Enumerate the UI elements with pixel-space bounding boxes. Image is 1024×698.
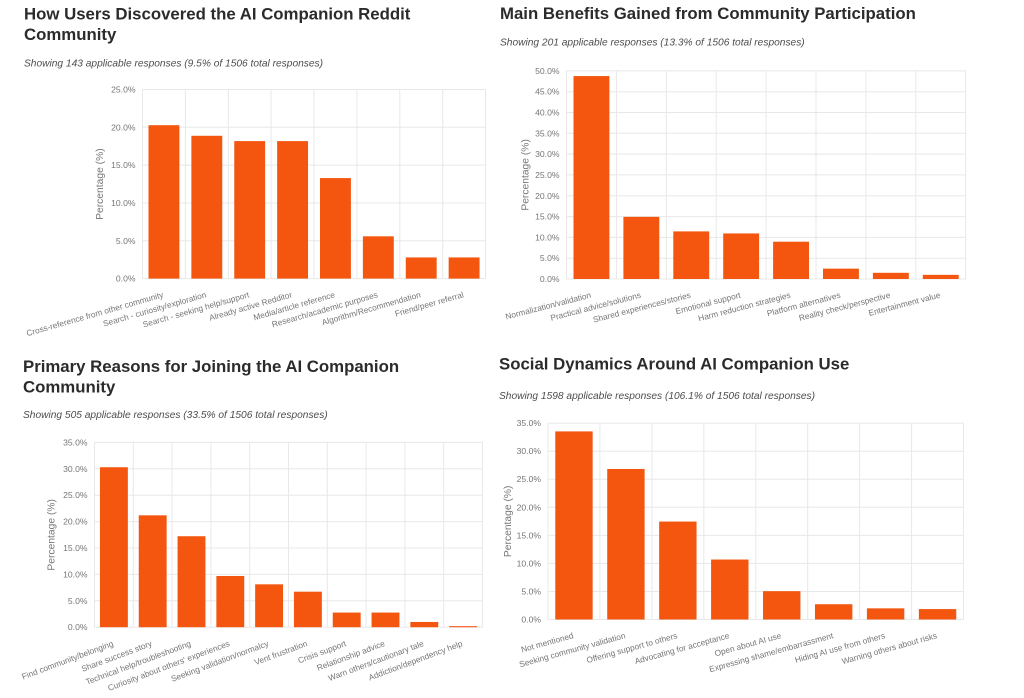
svg-text:0.0%: 0.0%	[540, 274, 560, 284]
svg-text:Social Dynamics Around AI Comp: Social Dynamics Around AI Companion Use	[499, 355, 849, 374]
svg-text:Percentage (%): Percentage (%)	[95, 148, 106, 220]
svg-text:20.0%: 20.0%	[517, 502, 542, 512]
svg-text:Percentage (%): Percentage (%)	[503, 486, 514, 558]
svg-text:10.0%: 10.0%	[517, 558, 542, 568]
svg-text:5.0%: 5.0%	[116, 236, 136, 246]
svg-text:20.0%: 20.0%	[535, 191, 560, 201]
svg-text:35.0%: 35.0%	[63, 437, 88, 447]
svg-text:10.0%: 10.0%	[111, 198, 136, 208]
svg-text:5.0%: 5.0%	[68, 596, 88, 606]
svg-text:Showing 201 applicable respons: Showing 201 applicable responses (13.3% …	[500, 37, 805, 48]
svg-text:Showing 505 applicable respons: Showing 505 applicable responses (33.5% …	[23, 410, 328, 421]
svg-text:15.0%: 15.0%	[517, 530, 542, 540]
svg-text:15.0%: 15.0%	[535, 212, 560, 222]
svg-text:5.0%: 5.0%	[540, 253, 560, 263]
svg-text:Community: Community	[24, 25, 117, 44]
svg-text:10.0%: 10.0%	[535, 232, 560, 242]
svg-text:Percentage (%): Percentage (%)	[521, 139, 532, 211]
svg-text:35.0%: 35.0%	[535, 128, 560, 138]
svg-text:30.0%: 30.0%	[535, 149, 560, 159]
svg-text:Showing 143 applicable respons: Showing 143 applicable responses (9.5% o…	[24, 58, 323, 69]
svg-text:50.0%: 50.0%	[535, 66, 560, 76]
svg-text:10.0%: 10.0%	[63, 569, 88, 579]
svg-text:How Users Discovered the AI Co: How Users Discovered the AI Companion Re…	[24, 5, 411, 24]
svg-text:25.0%: 25.0%	[535, 170, 560, 180]
svg-text:45.0%: 45.0%	[535, 87, 560, 97]
svg-text:Primary Reasons for Joining th: Primary Reasons for Joining the AI Compa…	[23, 357, 399, 376]
svg-text:15.0%: 15.0%	[63, 543, 88, 553]
svg-text:Percentage (%): Percentage (%)	[47, 499, 58, 571]
svg-text:15.0%: 15.0%	[111, 160, 136, 170]
svg-text:0.0%: 0.0%	[116, 274, 136, 284]
svg-text:0.0%: 0.0%	[521, 615, 541, 625]
svg-text:20.0%: 20.0%	[111, 122, 136, 132]
svg-text:25.0%: 25.0%	[63, 490, 88, 500]
svg-text:20.0%: 20.0%	[63, 517, 88, 527]
svg-text:0.0%: 0.0%	[68, 622, 88, 632]
svg-text:25.0%: 25.0%	[517, 474, 542, 484]
svg-text:Showing 1598 applicable respon: Showing 1598 applicable responses (106.1…	[499, 391, 815, 402]
svg-text:35.0%: 35.0%	[517, 418, 542, 428]
svg-text:Community: Community	[23, 378, 116, 397]
svg-text:25.0%: 25.0%	[111, 85, 136, 95]
svg-text:Main Benefits Gained from Comm: Main Benefits Gained from Community Part…	[500, 4, 916, 23]
svg-text:30.0%: 30.0%	[517, 446, 542, 456]
svg-text:5.0%: 5.0%	[521, 587, 541, 597]
svg-text:40.0%: 40.0%	[535, 108, 560, 118]
svg-text:30.0%: 30.0%	[63, 464, 88, 474]
